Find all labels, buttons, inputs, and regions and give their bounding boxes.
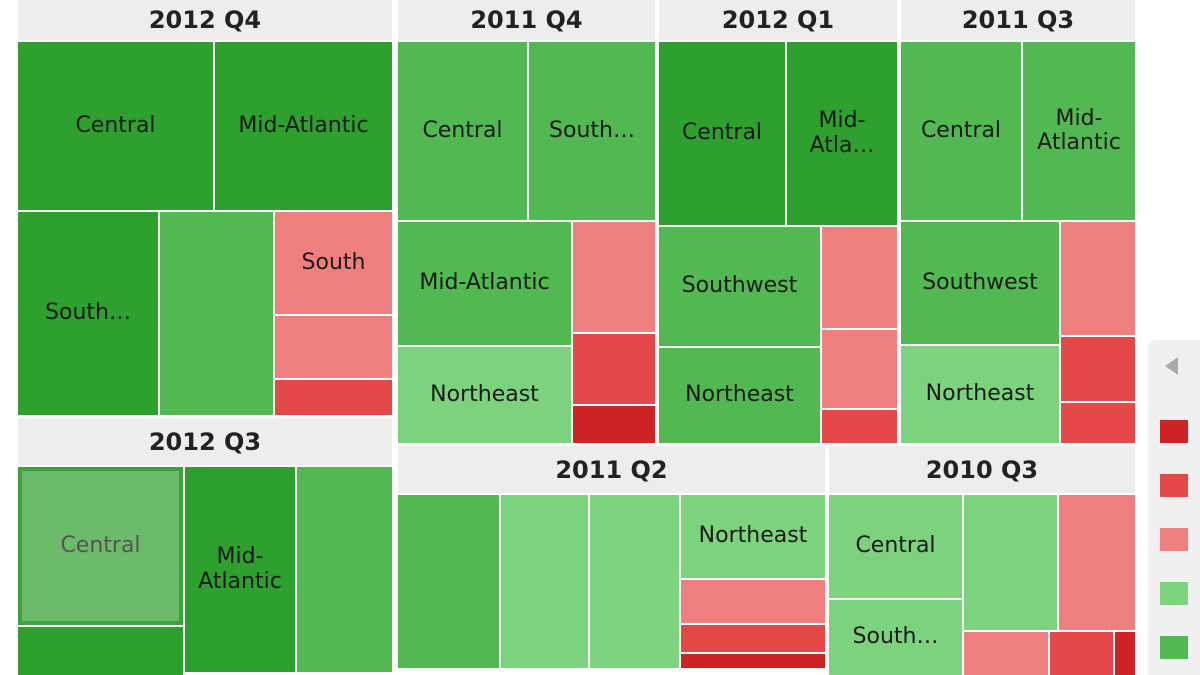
cell[interactable]: Central [659, 42, 785, 225]
cell[interactable]: Central [18, 42, 213, 210]
cell[interactable] [573, 222, 655, 332]
cell[interactable]: Central [398, 42, 527, 220]
cell[interactable] [398, 495, 499, 668]
cell[interactable] [18, 627, 183, 675]
cell[interactable]: Central [829, 495, 962, 598]
legend-swatch [1160, 474, 1188, 497]
cell[interactable]: South… [529, 42, 655, 220]
group-title: 2012 Q1 [659, 0, 897, 40]
cell[interactable] [275, 380, 392, 415]
group-title: 2012 Q4 [18, 0, 392, 40]
cell[interactable] [501, 495, 588, 668]
cell[interactable] [297, 467, 392, 672]
group-title: 2011 Q4 [398, 0, 655, 40]
cell[interactable]: Central [18, 467, 183, 625]
legend-swatch [1160, 636, 1188, 659]
cell[interactable] [681, 625, 825, 652]
cell[interactable] [1059, 495, 1135, 630]
cell[interactable]: Mid-Atlantic [1023, 42, 1135, 220]
cell[interactable] [681, 580, 825, 623]
group-title: 2010 Q3 [829, 446, 1135, 493]
legend-swatch [1160, 528, 1188, 551]
cell[interactable]: Southwest [901, 222, 1059, 344]
cell[interactable]: Northeast [901, 346, 1059, 443]
cell[interactable]: South… [829, 600, 962, 675]
cell[interactable]: Mid-Atla… [787, 42, 897, 225]
cell[interactable] [964, 495, 1057, 630]
cell[interactable] [681, 654, 825, 668]
cell[interactable]: Central [901, 42, 1021, 220]
cell[interactable] [275, 316, 392, 378]
cell[interactable] [822, 410, 897, 443]
cell[interactable]: Northeast [398, 347, 571, 443]
cell[interactable] [1115, 632, 1135, 675]
cell[interactable]: Mid-Atlantic [398, 222, 571, 345]
cell[interactable] [1061, 222, 1135, 335]
cell[interactable] [590, 495, 679, 668]
cell[interactable]: South [275, 212, 392, 314]
legend-swatch [1160, 582, 1188, 605]
collapse-arrow[interactable] [1162, 355, 1182, 377]
cell[interactable]: Mid-Atlantic [185, 467, 295, 672]
cell[interactable]: Northeast [659, 348, 820, 443]
cell[interactable]: Northeast [681, 495, 825, 578]
cell[interactable] [1061, 403, 1135, 443]
cell[interactable] [1061, 337, 1135, 401]
cell[interactable]: Southwest [659, 227, 820, 346]
cell[interactable] [822, 227, 897, 328]
legend-panel [1148, 340, 1200, 675]
cell[interactable] [964, 632, 1048, 675]
cell[interactable] [1050, 632, 1113, 675]
cell[interactable] [822, 330, 897, 408]
group-title: 2012 Q3 [18, 418, 392, 465]
cell[interactable] [573, 334, 655, 404]
group-title: 2011 Q2 [398, 446, 825, 493]
cell[interactable] [573, 406, 655, 443]
cell[interactable]: Mid-Atlantic [215, 42, 392, 210]
group-title: 2011 Q3 [901, 0, 1135, 40]
cell[interactable] [160, 212, 273, 415]
cell[interactable]: South… [18, 212, 158, 415]
legend-swatch [1160, 420, 1188, 443]
